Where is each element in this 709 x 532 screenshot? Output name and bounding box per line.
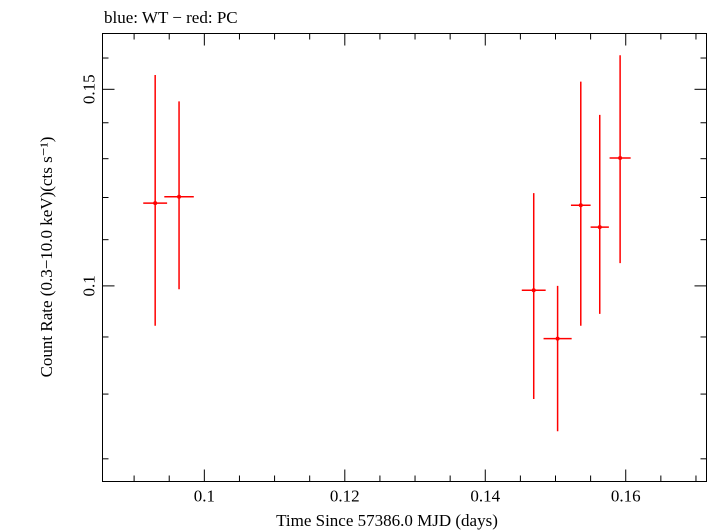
y-axis-label: Count Rate (0.3−10.0 keV)(cts s⁻¹) bbox=[37, 137, 56, 378]
x-tick-label: 0.14 bbox=[470, 487, 500, 506]
data-point bbox=[543, 285, 572, 432]
y-tick-label: 0.1 bbox=[80, 275, 99, 296]
y-tick-label: 0.15 bbox=[80, 74, 99, 104]
point-marker bbox=[618, 155, 623, 160]
x-tick-label: 0.1 bbox=[194, 487, 215, 506]
x-tick-label: 0.12 bbox=[330, 487, 360, 506]
x-axis-label: Time Since 57386.0 MJD (days) bbox=[276, 511, 498, 530]
data-point bbox=[570, 81, 591, 326]
data-point bbox=[521, 193, 546, 399]
y-axis-ticks: 0.1 0.15 bbox=[80, 57, 707, 460]
x-tick-label: 0.16 bbox=[611, 487, 641, 506]
point-marker bbox=[597, 225, 602, 230]
data-series-pc bbox=[143, 55, 631, 432]
chart-title: blue: WT − red: PC bbox=[104, 8, 238, 27]
point-marker bbox=[177, 194, 182, 199]
data-point bbox=[590, 114, 609, 314]
point-marker bbox=[153, 201, 158, 206]
x-axis-ticks: 0.1 0.12 0.14 0.16 bbox=[133, 33, 697, 506]
data-point bbox=[164, 101, 194, 290]
data-point bbox=[609, 55, 631, 264]
plot-frame bbox=[102, 33, 707, 482]
point-marker bbox=[531, 288, 536, 293]
data-point bbox=[143, 74, 168, 326]
point-marker bbox=[578, 203, 583, 208]
point-marker bbox=[555, 336, 560, 341]
